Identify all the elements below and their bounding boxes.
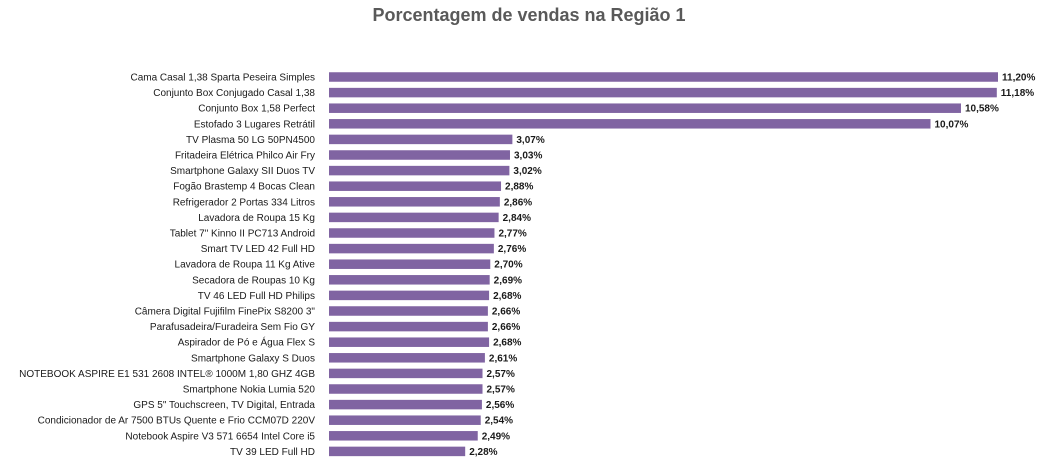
category-label: TV 46 LED Full HD Philips	[198, 291, 315, 302]
value-label: 2,84%	[503, 213, 531, 224]
bar	[329, 165, 510, 176]
bar	[329, 275, 490, 285]
category-label: Conjunto Box 1,58 Perfect	[198, 104, 315, 115]
bar	[329, 197, 500, 207]
category-label: Aspirador de Pó e Água Flex S	[178, 336, 316, 349]
bar	[329, 321, 488, 332]
bar	[329, 119, 931, 129]
bar	[329, 212, 499, 223]
bar	[329, 368, 483, 379]
category-label: Notebook Aspire V3 571 6654 Intel Core i…	[125, 431, 315, 442]
value-label: 2,77%	[498, 229, 526, 240]
category-label: Parafusadeira/Furadeira Sem Fio GY	[150, 322, 315, 333]
bars	[329, 72, 998, 457]
value-label: 2,57%	[487, 385, 515, 396]
category-label: Smartphone Nokia Lumia 520	[183, 385, 316, 396]
bar	[329, 337, 490, 347]
bar	[329, 399, 482, 410]
bar	[329, 103, 961, 113]
value-label: 2,66%	[492, 322, 520, 333]
value-label: 11,20%	[1002, 73, 1035, 84]
category-label: TV Plasma 50 LG 50PN4500	[186, 135, 315, 146]
bar	[329, 384, 483, 394]
value-label: 11,18%	[1001, 88, 1034, 99]
bar	[329, 353, 485, 363]
category-label: Smartphone Galaxy S Duos	[191, 353, 315, 364]
bar	[329, 290, 490, 301]
bar	[329, 446, 466, 457]
category-label: Cama Casal 1,38 Sparta Peseira Simples	[130, 73, 315, 84]
bar	[329, 150, 510, 160]
value-label: 2,28%	[469, 447, 497, 458]
value-label: 2,54%	[485, 416, 513, 427]
chart-title: Porcentagem de vendas na Região 1	[372, 5, 686, 25]
bar	[329, 87, 997, 98]
value-label: 2,66%	[492, 307, 520, 318]
category-label: Condicionador de Ar 7500 BTUs Quente e F…	[38, 416, 316, 427]
category-label: Câmera Digital Fujifilm FinePix S8200 3"	[135, 307, 316, 318]
value-label: 2,56%	[486, 400, 514, 411]
category-label: Estofado 3 Lugares Retrátil	[194, 119, 315, 130]
category-label: Refrigerador 2 Portas 334 Litros	[173, 197, 315, 208]
value-label: 2,69%	[494, 275, 522, 286]
value-labels: 11,20% 11,18%10,58% 10,07% 3,07% 3,03% 3,02% 2…	[469, 73, 1035, 458]
value-label: 2,68%	[493, 338, 521, 349]
bar	[329, 134, 513, 145]
bar	[329, 431, 478, 441]
bar	[329, 181, 502, 191]
category-label: Fogão Brastemp 4 Bocas Clean	[173, 182, 315, 193]
bar	[329, 72, 998, 82]
category-label: Smartphone Galaxy SII Duos TV	[170, 166, 315, 177]
category-label: Lavadora de Roupa 11 Kg Ative	[175, 260, 316, 271]
bar	[329, 259, 491, 269]
value-label: 10,07%	[935, 119, 969, 130]
category-label: GPS 5" Touchscreen, TV Digital, Entrada	[133, 400, 315, 411]
category-label: Smart TV LED 42 Full HD	[201, 244, 315, 255]
category-label: Conjunto Box Conjugado Casal 1,38	[153, 88, 315, 99]
category-label: Tablet 7" Kinno II PC713 Android	[170, 229, 315, 240]
bar	[329, 306, 488, 316]
value-label: 2,88%	[505, 182, 533, 193]
category-label: NOTEBOOK ASPIRE E1 531 2608 INTEL® 1000M…	[19, 369, 315, 380]
category-label: Fritadeira Elétrica Philco Air Fry	[175, 151, 315, 162]
category-label: Lavadora de Roupa 15 Kg	[198, 213, 315, 224]
value-label: 3,03%	[514, 151, 542, 162]
bar	[329, 415, 481, 425]
category-label: Secadora de Roupas 10 Kg	[192, 275, 315, 286]
value-label: 2,68%	[493, 291, 521, 302]
value-label: 2,76%	[498, 244, 526, 255]
value-label: 2,86%	[504, 197, 532, 208]
category-labels: Cama Casal 1,38 Sparta Peseira Simples Co…	[19, 73, 315, 458]
value-label: 3,02%	[513, 166, 541, 177]
bar	[329, 243, 494, 254]
value-label: 10,58%	[965, 104, 999, 115]
value-label: 2,61%	[489, 353, 517, 364]
value-label: 2,49%	[482, 431, 510, 442]
category-label: TV 39 LED Full HD	[230, 447, 315, 458]
value-label: 3,07%	[516, 135, 544, 146]
value-label: 2,57%	[487, 369, 515, 380]
bar	[329, 228, 495, 238]
value-label: 2,70%	[494, 260, 522, 271]
